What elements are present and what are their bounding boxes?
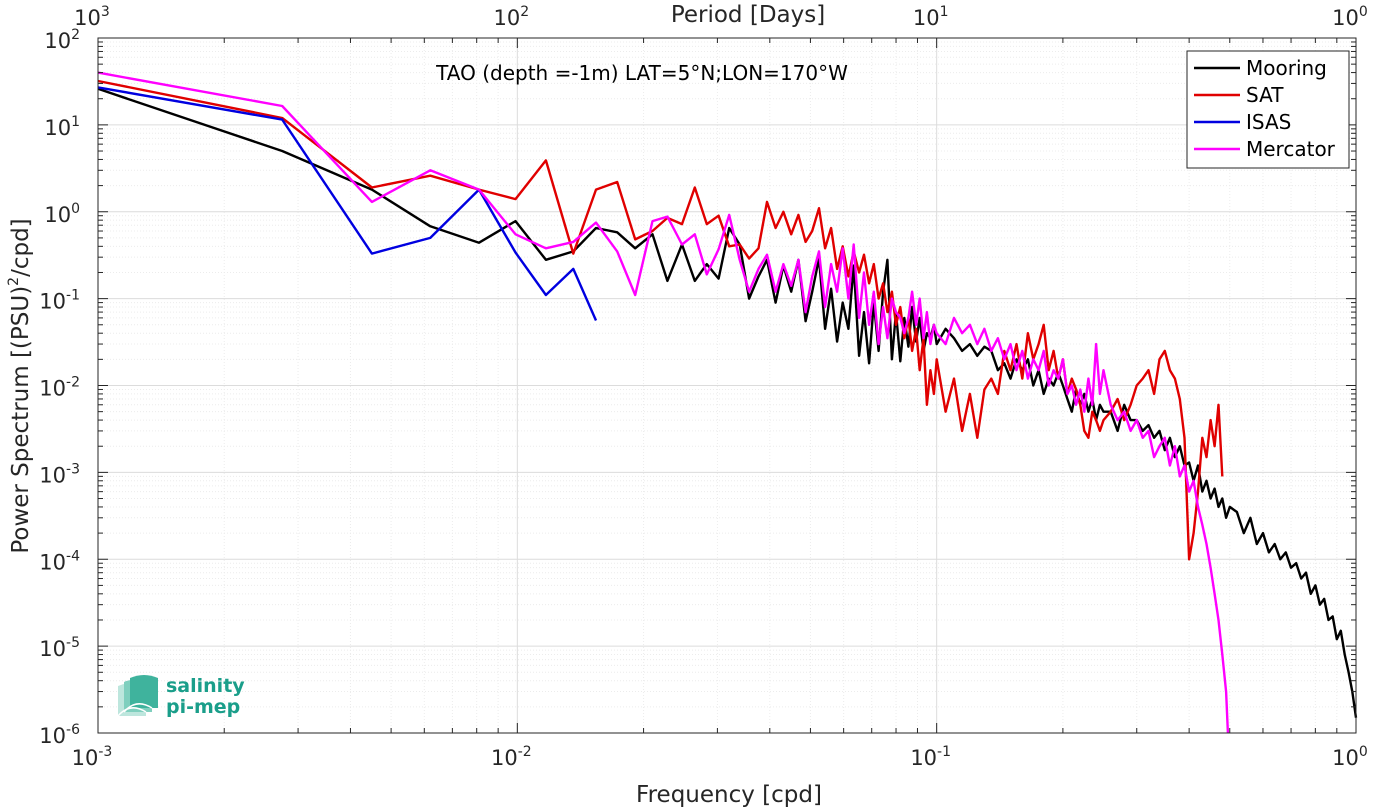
y-tick-label-base: 10 bbox=[39, 377, 66, 401]
top-tick-label-base: 10 bbox=[494, 6, 521, 30]
y-tick-label-base: 10 bbox=[44, 203, 71, 227]
y-tick-label: 10-2 bbox=[39, 375, 80, 401]
top-axis-title: Period [Days] bbox=[671, 2, 825, 28]
x-tick-label-base: 10 bbox=[910, 746, 937, 770]
top-tick-label-exp: 1 bbox=[940, 4, 949, 20]
y-tick-label: 10-6 bbox=[39, 722, 80, 748]
logo-line1: salinity bbox=[166, 675, 245, 697]
y-tick-label-base: 10 bbox=[44, 116, 71, 140]
y-tick-label: 100 bbox=[44, 201, 80, 227]
x-tick-label: 10-3 bbox=[72, 744, 113, 770]
y-tick-label-base: 10 bbox=[39, 290, 66, 314]
x-tick-label-base: 10 bbox=[1332, 746, 1359, 770]
top-tick-label-base: 10 bbox=[913, 6, 940, 30]
top-tick-label-exp: 3 bbox=[101, 4, 110, 20]
legend: Mooring SAT ISAS Mercator bbox=[1186, 50, 1350, 169]
x-tick-label: 10-1 bbox=[910, 744, 951, 770]
x-tick-label-exp: -2 bbox=[518, 744, 532, 760]
y-tick-label-exp: -3 bbox=[66, 461, 80, 477]
y-tick-label-base: 10 bbox=[39, 637, 66, 661]
series-line-mercator bbox=[97, 71, 1230, 734]
top-tick-label-base: 10 bbox=[74, 6, 101, 30]
y-tick-label-base: 10 bbox=[39, 463, 66, 487]
y-tick-label-base: 10 bbox=[39, 550, 66, 574]
x-tick-label-exp: 0 bbox=[1359, 744, 1368, 760]
y-tick-label-exp: 0 bbox=[71, 201, 80, 217]
y-tick-label-exp: -4 bbox=[66, 548, 80, 564]
x-tick-label-exp: -1 bbox=[937, 744, 951, 760]
legend-label: ISAS bbox=[1246, 110, 1291, 134]
ticks bbox=[97, 37, 1357, 734]
x-tick-label: 10-2 bbox=[491, 744, 532, 770]
y-tick-label: 10-3 bbox=[39, 461, 80, 487]
legend-label: Mercator bbox=[1246, 137, 1336, 161]
y-axis-title-sup: 2 bbox=[6, 277, 22, 286]
x-tick-label-exp: -3 bbox=[98, 744, 112, 760]
top-tick-label-base: 10 bbox=[1332, 6, 1359, 30]
x-axis-title: Frequency [cpd] bbox=[636, 782, 822, 808]
y-tick-label-exp: -2 bbox=[66, 375, 80, 391]
y-tick-label-exp: 1 bbox=[71, 114, 80, 130]
x-tick-label: 100 bbox=[1332, 744, 1368, 770]
legend-label: Mooring bbox=[1246, 56, 1327, 80]
y-tick-label-exp: -5 bbox=[66, 635, 80, 651]
series-line-mooring bbox=[97, 87, 1358, 718]
logo-line2: pi-mep bbox=[166, 696, 240, 718]
logo-icon bbox=[117, 675, 158, 717]
series-layer bbox=[97, 71, 1358, 734]
y-tick-label: 10-4 bbox=[39, 548, 80, 574]
top-tick-label: 101 bbox=[913, 4, 949, 30]
salinity-pi-mep-logo: salinity pi-mep bbox=[117, 675, 245, 718]
x-tick-label-base: 10 bbox=[491, 746, 518, 770]
y-tick-label: 102 bbox=[44, 27, 80, 53]
chart-annotation: TAO (depth =-1m) LAT=5°N;LON=170°W bbox=[435, 61, 848, 85]
y-tick-label-exp: 2 bbox=[71, 27, 80, 43]
grid bbox=[97, 38, 1356, 734]
y-tick-label: 10-1 bbox=[39, 288, 80, 314]
y-tick-label-base: 10 bbox=[44, 29, 71, 53]
y-axis-title: Power Spectrum [(PSU)2/cpd] bbox=[6, 218, 34, 553]
top-tick-label: 102 bbox=[494, 4, 530, 30]
y-tick-label-base: 10 bbox=[39, 724, 66, 748]
top-tick-label-exp: 2 bbox=[520, 4, 529, 20]
y-tick-label: 101 bbox=[44, 114, 80, 140]
top-tick-label: 100 bbox=[1332, 4, 1368, 30]
y-axis-title-main: Power Spectrum [(PSU) bbox=[8, 286, 34, 554]
y-tick-label: 10-5 bbox=[39, 635, 80, 661]
y-tick-label-exp: -6 bbox=[66, 722, 80, 738]
series-line-sat bbox=[97, 79, 1224, 561]
x-tick-label-base: 10 bbox=[72, 746, 99, 770]
top-tick-label-exp: 0 bbox=[1359, 4, 1368, 20]
y-tick-label-exp: -1 bbox=[66, 288, 80, 304]
legend-label: SAT bbox=[1246, 83, 1284, 107]
top-tick-label: 103 bbox=[74, 4, 110, 30]
y-axis-title-tail: /cpd] bbox=[8, 218, 34, 277]
